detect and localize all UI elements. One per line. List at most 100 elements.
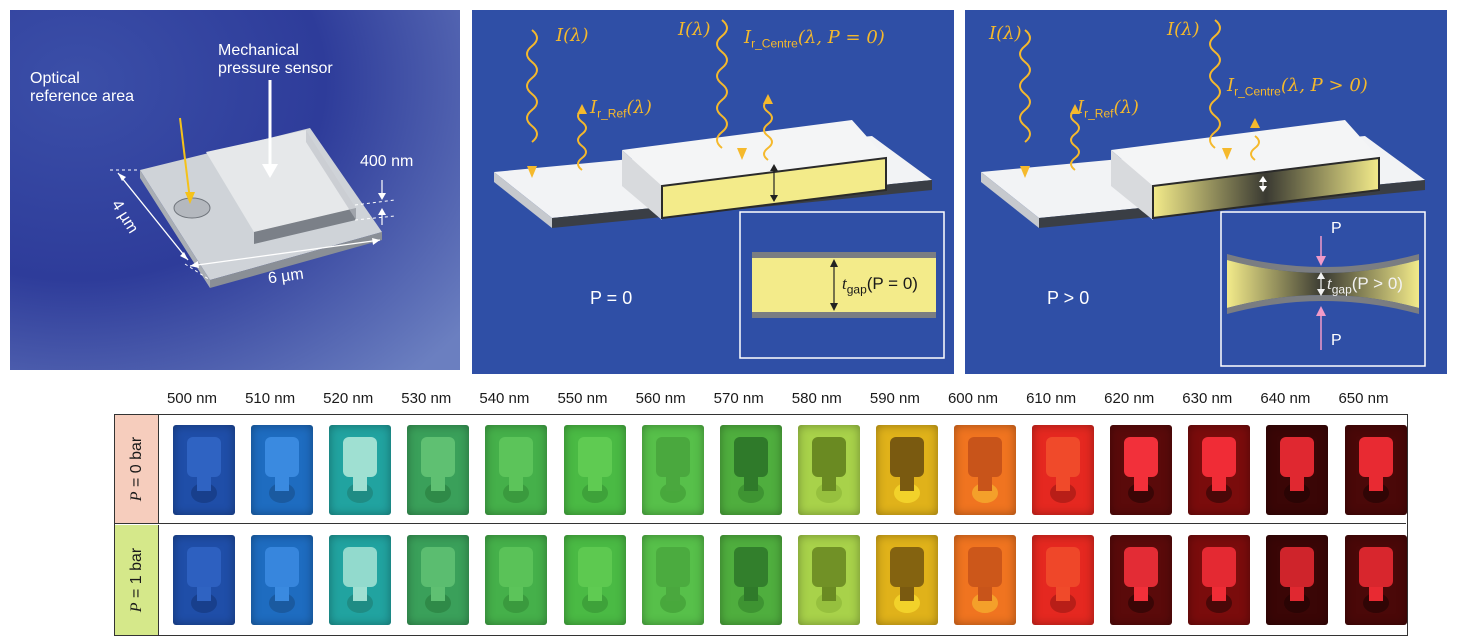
color-chip: [563, 535, 626, 625]
wavelength-label: 650 nm: [1338, 390, 1389, 407]
chip-stem: [275, 587, 290, 601]
chip-pad: [655, 437, 690, 477]
chip-stem: [899, 477, 914, 491]
panel-unpressurized: I(λ) I(λ) Ir_Ref(λ) Ir_Centre(λ, P = 0) …: [472, 10, 954, 374]
incident-light-left-label: I(λ): [989, 23, 1022, 44]
wavelength-label: 630 nm: [1182, 390, 1233, 407]
wavelength-label: 500 nm: [166, 390, 218, 407]
chip-pad: [1358, 547, 1393, 587]
sensor-3d-illustration: [10, 10, 460, 370]
wavelength-label: 530 nm: [401, 390, 452, 407]
chip-pad: [499, 547, 534, 587]
color-chip: [1032, 425, 1095, 515]
chip-pad: [577, 437, 612, 477]
chip-stem: [509, 477, 524, 491]
chip-stem: [1290, 477, 1305, 491]
color-chip: [641, 535, 704, 625]
chip-stem: [1056, 587, 1071, 601]
color-chip: [251, 535, 314, 625]
chip-pad: [187, 547, 221, 587]
color-chip: [1110, 425, 1173, 515]
color-chip: [1032, 535, 1095, 625]
incident-light-right-label: I(λ): [1167, 19, 1200, 40]
wavelength-label: 550 nm: [557, 390, 608, 407]
chip-stem: [1368, 587, 1383, 601]
color-chip: [251, 425, 314, 515]
wavelength-label: 610 nm: [1026, 390, 1077, 407]
color-chip: [1266, 535, 1329, 625]
chip-pad: [343, 547, 378, 587]
chip-pad: [577, 547, 612, 587]
chip-stem: [587, 477, 602, 491]
chip-pad: [265, 437, 300, 477]
chip-stem: [1212, 477, 1227, 491]
chip-stem: [1212, 587, 1227, 601]
chip-pad: [421, 547, 456, 587]
chip-stem: [1056, 477, 1071, 491]
height-dimension-label: 400 nm: [360, 153, 414, 170]
chip-stem: [353, 477, 368, 491]
chip-stem: [665, 587, 680, 601]
chip-pad: [187, 437, 221, 477]
wavelength-label: 620 nm: [1104, 390, 1155, 407]
chip-stem: [353, 587, 368, 601]
color-chip: [875, 425, 938, 515]
row-zero-bar: P = 0 bar: [115, 415, 1407, 523]
chip-pad: [733, 437, 768, 477]
chip-stem: [821, 477, 836, 491]
chip-stem: [275, 477, 290, 491]
chip-stem: [899, 587, 914, 601]
wavelength-header: 500 nm 510 nm 520 nm 530 nm 540 nm 550 nm 560 …: [160, 390, 1410, 412]
panel-pressurized: I(λ) I(λ) Ir_Ref(λ) Ir_Centre(λ, P > 0) …: [965, 10, 1447, 374]
chip-stem: [1368, 477, 1383, 491]
chip-pad: [1046, 437, 1081, 477]
color-chip: [485, 425, 548, 515]
color-chip: [1266, 425, 1329, 515]
chip-pad: [1280, 547, 1315, 587]
chip-stem: [431, 587, 446, 601]
pressure-bottom-label: P: [1331, 332, 1342, 349]
wavelength-label: 510 nm: [245, 390, 296, 407]
color-chip: [407, 535, 470, 625]
row-label-zero-bar: P = 0 bar: [115, 415, 159, 523]
color-chip: [563, 425, 626, 515]
wavelength-label: 570 nm: [713, 390, 764, 407]
chip-pad: [1124, 547, 1159, 587]
chip-stem: [509, 587, 524, 601]
chip-pad: [1280, 437, 1315, 477]
chip-pad: [1202, 547, 1237, 587]
reflected-centre-label: Ir_Centre(λ, P = 0): [744, 27, 885, 51]
chip-stem: [587, 587, 602, 601]
wavelength-label: 540 nm: [479, 390, 530, 407]
unpressurized-illustration: [472, 10, 954, 374]
incident-light-left-label: I(λ): [556, 25, 589, 46]
chip-stem: [743, 477, 758, 491]
optical-reference-label: Optical reference area: [30, 70, 135, 106]
chip-pad: [733, 547, 768, 587]
row-label-one-bar: P = 1 bar: [115, 525, 159, 635]
color-chip: [954, 535, 1016, 625]
chip-stem: [197, 587, 211, 601]
color-chip: [641, 425, 704, 515]
chip-stem: [197, 477, 211, 491]
chip-stem: [1134, 587, 1149, 601]
wavelength-label: 640 nm: [1260, 390, 1311, 407]
chip-pad: [1046, 547, 1081, 587]
wavelength-label: 600 nm: [947, 390, 999, 407]
color-chip: [954, 425, 1016, 515]
chip-stem: [431, 477, 446, 491]
reflected-centre-label: Ir_Centre(λ, P > 0): [1227, 75, 1368, 99]
color-chip: [1344, 425, 1407, 515]
chip-pad: [1124, 437, 1159, 477]
wavelength-label: 590 nm: [869, 390, 920, 407]
color-chip: [797, 425, 860, 515]
chip-pad: [889, 437, 924, 477]
pressure-top-label: P: [1331, 220, 1342, 237]
color-chip: [1188, 535, 1251, 625]
color-chip: [173, 535, 235, 625]
wavelength-label: 520 nm: [323, 390, 374, 407]
chip-stem: [978, 477, 992, 491]
incident-light-right-label: I(λ): [678, 19, 711, 40]
mechanical-sensor-label: Mechanical pressure sensor: [218, 42, 333, 78]
color-chip: [329, 425, 392, 515]
